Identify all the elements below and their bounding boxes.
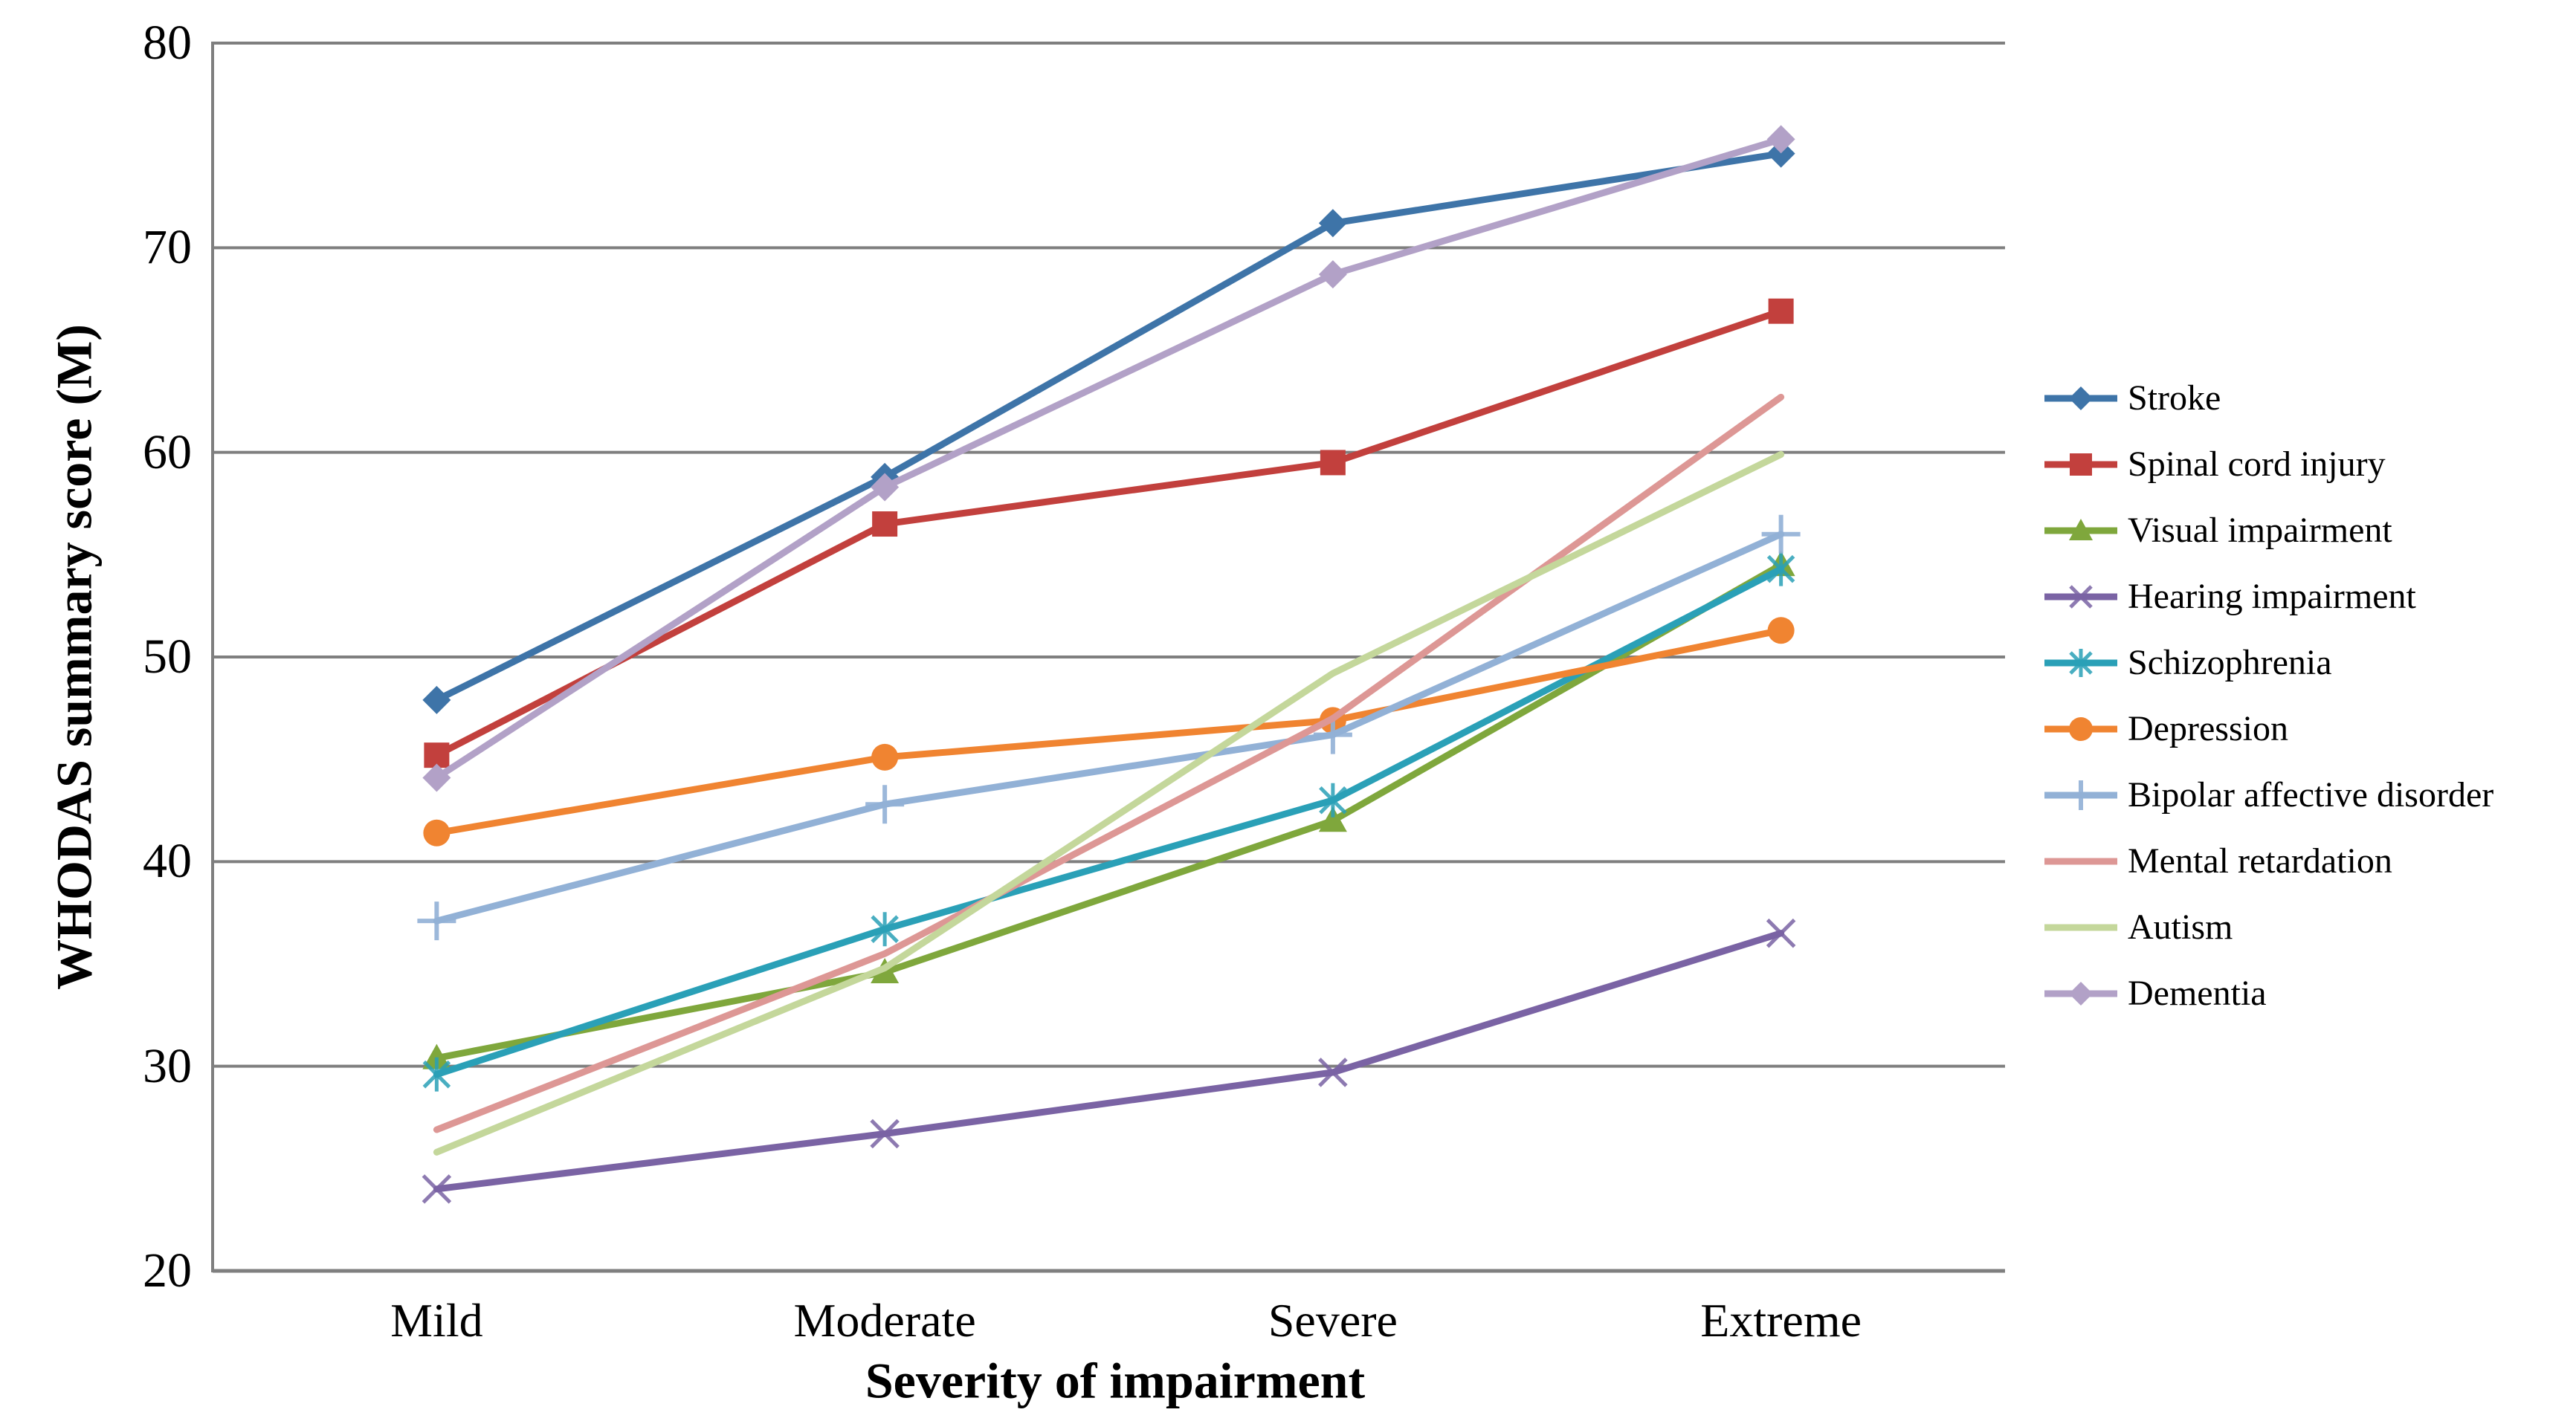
legend-item-label: Stroke (2128, 378, 2221, 418)
y-tick-label-50: 50 (143, 629, 192, 684)
series-line-autism (433, 450, 1785, 1156)
legend-item-label: Hearing impairment (2128, 576, 2416, 616)
y-tick-label-80: 80 (143, 16, 192, 70)
x-category-label-severe: Severe (1268, 1294, 1398, 1347)
marker-hearing-impairment-mild (422, 1174, 452, 1204)
y-tick-label-30: 30 (143, 1038, 192, 1093)
series-line-spinal-cord-injury (433, 308, 1785, 759)
legend-marker-visual-impairment-icon (2044, 518, 2117, 540)
legend-marker-bipolar-affective-disorder-icon (2044, 780, 2117, 810)
marker-depression-mild (423, 819, 451, 847)
series-line-hearing-impairment (433, 930, 1785, 1193)
legend-item-label: Schizophrenia (2128, 642, 2332, 682)
legend-item-label: Depression (2128, 708, 2288, 748)
marker-visual-impairment-mild (422, 1043, 451, 1069)
legend-item-autism: Autism (2043, 894, 2575, 960)
legend-marker-mental-retardation-icon (2044, 858, 2117, 864)
legend-item-depression: Depression (2043, 696, 2575, 762)
legend-item-stroke: Stroke (2043, 365, 2575, 431)
marker-stroke-extreme (1766, 139, 1795, 168)
legend-marker-depression-icon (2044, 716, 2117, 741)
legend-item-label: Dementia (2128, 973, 2267, 1013)
series-line-dementia (433, 135, 1785, 781)
legend-item-label: Mental retardation (2128, 841, 2392, 881)
x-category-label-extreme: Extreme (1700, 1294, 1862, 1347)
y-axis-title: WHODAS summary score (M) (45, 324, 103, 990)
marker-hearing-impairment-severe (1318, 1058, 1348, 1087)
x-category-label-moderate: Moderate (793, 1294, 976, 1347)
legend-marker-autism-icon (2044, 924, 2117, 930)
legend-item-schizophrenia: Schizophrenia (2043, 629, 2575, 696)
marker-hearing-impairment-moderate (870, 1119, 900, 1149)
y-tick-label-70: 70 (143, 220, 192, 275)
marker-depression-extreme (1767, 617, 1795, 644)
legend-item-label: Visual impairment (2128, 510, 2392, 550)
series-line-stroke (433, 150, 1785, 704)
series-line-bipolar-affective-disorder (433, 531, 1785, 925)
legend-item-visual-impairment: Visual impairment (2043, 497, 2575, 563)
x-category-label-mild: Mild (390, 1294, 483, 1347)
marker-depression-moderate (871, 743, 899, 771)
series-line-mental-retardation (433, 393, 1785, 1133)
series-line-schizophrenia (433, 566, 1785, 1078)
marker-stroke-mild (422, 685, 451, 714)
marker-spinal-cord-injury-severe (1320, 450, 1346, 476)
legend-marker-hearing-impairment-icon (2044, 584, 2117, 609)
marker-hearing-impairment-extreme (1766, 918, 1796, 948)
marker-dementia-moderate (871, 473, 900, 502)
legend-item-label: Autism (2128, 907, 2233, 947)
legend-item-mental-retardation: Mental retardation (2043, 828, 2575, 894)
y-tick-label-20: 20 (143, 1243, 192, 1298)
legend-marker-stroke-icon (2044, 386, 2117, 410)
x-axis-title: Severity of impairment (865, 1352, 1366, 1409)
marker-spinal-cord-injury-extreme (1768, 298, 1794, 324)
marker-spinal-cord-injury-moderate (872, 511, 898, 537)
legend-marker-dementia-icon (2044, 981, 2117, 1006)
legend-item-bipolar-affective-disorder: Bipolar affective disorder (2043, 762, 2575, 828)
legend-marker-spinal-cord-injury-icon (2044, 453, 2117, 476)
marker-dementia-extreme (1766, 125, 1795, 154)
marker-dementia-severe (1318, 260, 1347, 289)
legend-item-hearing-impairment: Hearing impairment (2043, 563, 2575, 629)
legend-item-label: Spinal cord injury (2128, 444, 2386, 484)
y-tick-label-40: 40 (143, 834, 192, 889)
legend-item-label: Bipolar affective disorder (2128, 774, 2494, 815)
legend-item-dementia: Dementia (2043, 960, 2575, 1026)
marker-visual-impairment-severe (1318, 806, 1347, 832)
series-line-depression (433, 627, 1785, 837)
legend-item-spinal-cord-injury: Spinal cord injury (2043, 431, 2575, 497)
legend-marker-schizophrenia-icon (2044, 648, 2117, 677)
y-tick-label-60: 60 (143, 424, 192, 479)
marker-stroke-severe (1318, 209, 1347, 238)
series-line-visual-impairment (433, 561, 1785, 1062)
marker-dementia-mild (422, 763, 451, 792)
legend: Stroke Spinal cord injury Visual impairmen… (2043, 365, 2575, 1026)
